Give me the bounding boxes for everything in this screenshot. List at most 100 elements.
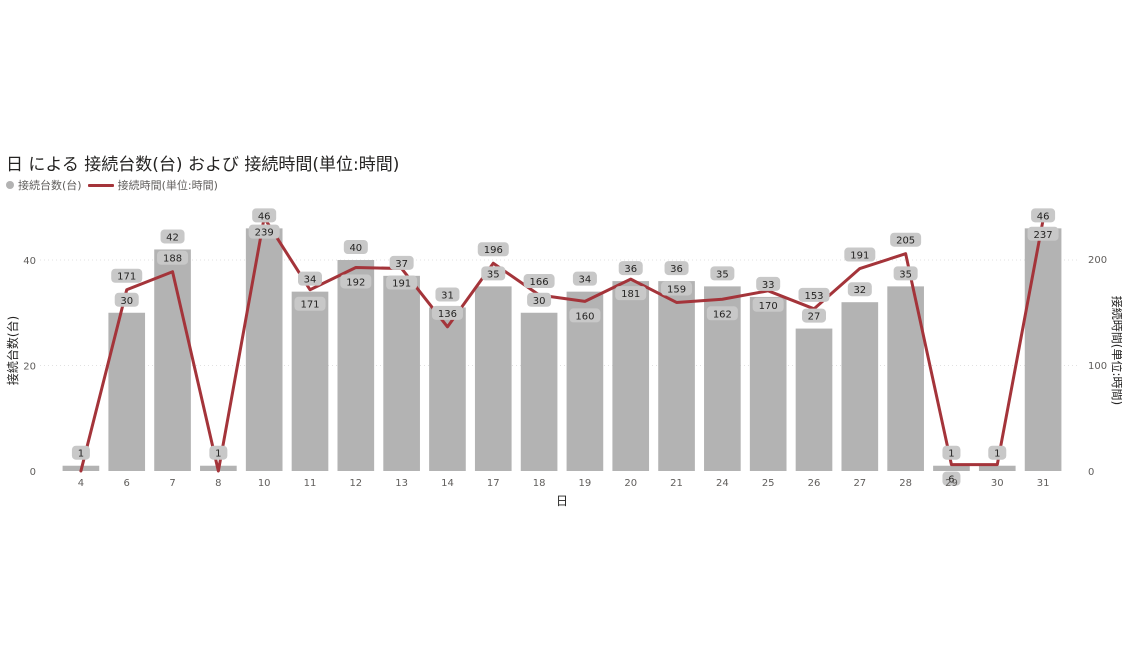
- bar-data-label-bg: [802, 308, 826, 323]
- x-tick-label: 25: [762, 478, 775, 489]
- y2-tick-label: 200: [1088, 255, 1107, 266]
- line-data-label-bg: [615, 286, 647, 301]
- bar-data-label: 46: [1037, 211, 1050, 222]
- x-tick-label: 6: [124, 478, 130, 489]
- line-data-label: 171: [300, 300, 319, 311]
- x-tick-label: 12: [349, 478, 362, 489]
- line-data-label: 191: [392, 279, 411, 290]
- line-data-label-bg: [523, 274, 555, 289]
- bar-data-label-bg: [572, 271, 597, 286]
- line-data-label: 237: [1034, 230, 1053, 241]
- bar-data-label: 31: [441, 290, 454, 301]
- line-data-label: 205: [896, 236, 915, 247]
- bar: [383, 275, 420, 471]
- bar-data-label-bg: [756, 276, 781, 291]
- bar: [749, 296, 787, 471]
- y2-axis-title: 接続時間(単位:時間): [1110, 296, 1122, 405]
- bar-data-label: 40: [349, 243, 362, 254]
- line-data-label: 6: [948, 475, 954, 486]
- bar-data-label: 1: [994, 449, 1000, 460]
- x-tick-label: 10: [258, 478, 271, 489]
- line-data-label-bg: [111, 268, 143, 283]
- line-data-label-bg: [569, 308, 601, 323]
- x-tick-label: 18: [533, 478, 546, 489]
- bar-data-label-bg: [160, 229, 185, 244]
- line-series: [79, 216, 1045, 473]
- x-tick-label: 14: [441, 478, 454, 489]
- legend-item-bar[interactable]: 接続台数(台): [6, 177, 82, 193]
- bar: [612, 281, 650, 471]
- bar: [795, 328, 833, 471]
- x-tick-label: 29: [945, 478, 958, 489]
- x-tick-label: 27: [853, 478, 866, 489]
- bar-data-label-bg: [252, 208, 277, 223]
- bar: [291, 291, 329, 471]
- x-tick-label: 28: [899, 478, 912, 489]
- line-data-label-bg: [890, 232, 922, 247]
- legend[interactable]: 接続台数(台) 接続時間(単位:時間): [6, 177, 218, 193]
- line-data-label: 166: [530, 277, 549, 288]
- x-tick-label: 31: [1037, 478, 1050, 489]
- line-data-label: 160: [575, 311, 594, 322]
- bar: [978, 465, 1016, 471]
- x-tick-label: 11: [304, 478, 317, 489]
- bar-data-label-bg: [114, 292, 139, 307]
- bar-data-label-bg: [527, 292, 552, 307]
- line-data-label-bg: [386, 275, 418, 290]
- bar-data-label: 36: [670, 264, 683, 275]
- bar-data-label: 32: [853, 285, 866, 296]
- line-data-label-bg: [798, 287, 830, 302]
- x-tick-label: 13: [395, 478, 408, 489]
- line-data-label-bg: [294, 296, 326, 311]
- bar: [933, 465, 970, 471]
- line-data-label-bg: [157, 250, 189, 265]
- chart-title: 日 による 接続台数(台) および 接続時間(単位:時間): [6, 155, 400, 175]
- bar-data-label-bg: [847, 282, 872, 297]
- line-data-label: 181: [621, 289, 640, 300]
- bar-data-label-bg: [71, 445, 90, 460]
- bar-data-label: 33: [762, 280, 775, 291]
- bar-data-label: 46: [258, 211, 271, 222]
- bar-data-label: 30: [120, 296, 133, 307]
- legend-dot-icon: [6, 181, 14, 189]
- bar-data-label-bg: [298, 271, 322, 286]
- bar: [245, 228, 283, 471]
- line-data-label-bg: [752, 297, 784, 312]
- line-data-label-bg: [706, 306, 738, 321]
- bar-series: [62, 228, 1062, 471]
- bar-data-label: 30: [533, 296, 546, 307]
- x-tick-label: 17: [487, 478, 500, 489]
- bar-data-label-bg: [1031, 208, 1056, 223]
- line-data-label-bg: [248, 224, 280, 239]
- line-data-label: 191: [850, 251, 869, 262]
- bar-data-label-bg: [618, 261, 643, 276]
- bar: [841, 302, 879, 471]
- legend-item-line[interactable]: 接続時間(単位:時間): [87, 177, 218, 193]
- line-data-label: 153: [804, 291, 823, 302]
- legend-line-icon: [87, 183, 114, 187]
- bar-data-label-bg: [481, 266, 506, 281]
- line-data-label: 239: [255, 228, 274, 239]
- y-tick-label: 20: [23, 362, 36, 373]
- bar: [154, 249, 191, 471]
- x-tick-label: 7: [169, 478, 175, 489]
- bar-data-label: 1: [948, 449, 954, 460]
- y-axis-title: 接続台数(台): [5, 316, 20, 385]
- line-data-label-bg: [1027, 226, 1059, 241]
- line-data-label: 170: [759, 301, 778, 312]
- bar-data-label: 35: [899, 269, 912, 280]
- x-tick-label: 8: [215, 478, 221, 489]
- bar-data-label: 35: [487, 269, 500, 280]
- line-data-label: 188: [163, 254, 182, 265]
- legend-bar-label: 接続台数(台): [18, 179, 82, 192]
- x-tick-label: 30: [991, 478, 1004, 489]
- line-data-label: 196: [484, 245, 503, 256]
- y2-tick-label: 100: [1088, 361, 1107, 372]
- bar: [887, 286, 924, 471]
- bar-data-label: 37: [395, 259, 408, 270]
- x-tick-label: 21: [670, 478, 683, 489]
- bar-data-label: 34: [579, 275, 592, 286]
